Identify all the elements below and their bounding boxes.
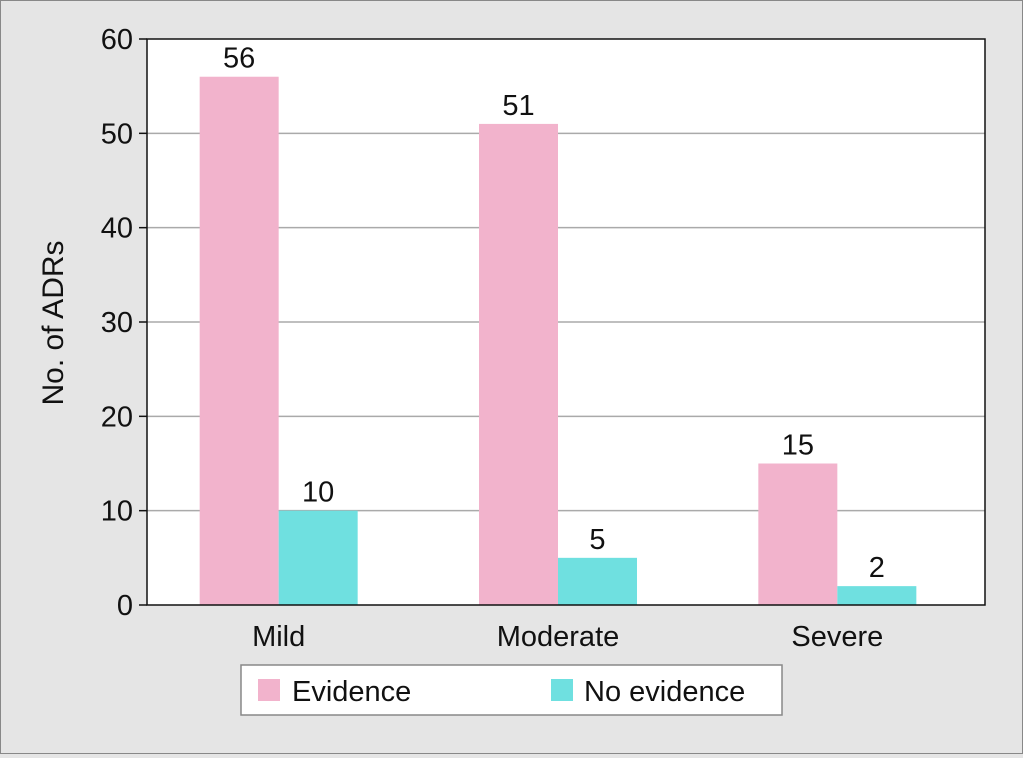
bars: 56 10 51 5 15 2	[199, 43, 917, 606]
y-axis-label: No. of ADRs	[37, 240, 70, 405]
data-label: 5	[589, 524, 605, 556]
data-label: 56	[223, 43, 255, 75]
legend-swatch-no-evidence	[551, 679, 573, 701]
bar-moderate-no-evidence	[558, 557, 637, 605]
data-label: 2	[869, 552, 885, 584]
y-axis: 0 10 20 30 40 50 60	[101, 24, 147, 622]
x-tick-label: Severe	[791, 621, 883, 653]
data-label: 51	[502, 90, 534, 122]
x-tick-label: Moderate	[497, 621, 620, 653]
x-tick-label: Mild	[252, 621, 305, 653]
y-tick-label: 10	[101, 496, 133, 528]
bar-moderate-evidence	[479, 123, 558, 606]
y-tick-label: 30	[101, 307, 133, 339]
bar-mild-evidence	[199, 76, 279, 605]
x-axis: Mild Moderate Severe	[252, 621, 883, 653]
legend-box	[240, 664, 783, 716]
legend: Evidence No evidence	[240, 664, 783, 716]
bar-severe-no-evidence	[837, 586, 917, 605]
data-label: 10	[302, 477, 334, 509]
y-tick-label: 60	[101, 24, 133, 56]
y-tick-label: 50	[101, 118, 133, 150]
legend-label-no-evidence: No evidence	[584, 676, 745, 708]
data-label: 15	[782, 430, 814, 462]
y-tick-label: 40	[101, 213, 133, 245]
bar-severe-evidence	[758, 463, 838, 605]
legend-swatch-evidence	[258, 679, 280, 701]
y-tick-label: 0	[117, 590, 133, 622]
bar-mild-no-evidence	[278, 510, 358, 605]
y-tick-label: 20	[101, 401, 133, 433]
legend-label-evidence: Evidence	[292, 676, 411, 708]
